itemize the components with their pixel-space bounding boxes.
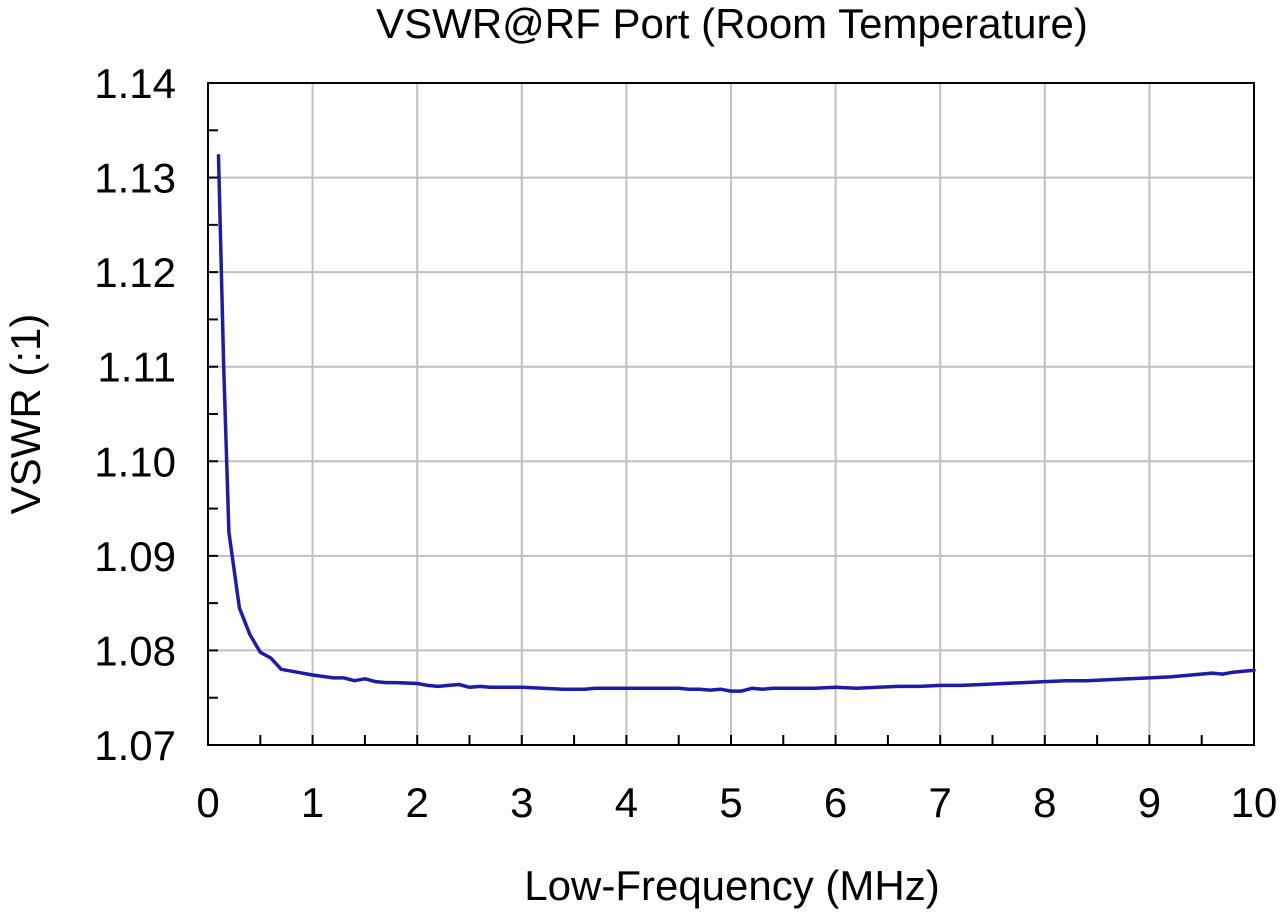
y-tick-label: 1.12	[94, 249, 176, 296]
y-tick-label: 1.13	[94, 155, 176, 202]
x-tick-label: 1	[301, 779, 324, 826]
x-tick-label: 9	[1138, 779, 1161, 826]
x-tick-label: 10	[1231, 779, 1278, 826]
x-tick-label: 0	[196, 779, 219, 826]
series-layer	[216, 154, 1256, 693]
tick-label-layer: 0 1 2 3 4 5 6 7 8 9 10 1.07 1.08 1.09 1.10 1.11 1.12 1.13…	[94, 60, 1277, 826]
x-axis-label: Low-Frequency (MHz)	[524, 862, 939, 909]
y-tick-label: 1.08	[94, 627, 176, 674]
y-axis-label: VSWR (:1)	[2, 314, 49, 515]
x-tick-label: 8	[1033, 779, 1056, 826]
y-tick-label: 1.09	[94, 533, 176, 580]
chart-title: VSWR@RF Port (Room Temperature)	[376, 0, 1088, 47]
plot-frame	[207, 82, 1255, 746]
x-tick-label: 4	[615, 779, 638, 826]
x-tick-label: 7	[929, 779, 952, 826]
x-tick-label: 5	[719, 779, 742, 826]
y-tick-label: 1.07	[94, 722, 176, 769]
y-tick-label: 1.10	[94, 438, 176, 485]
grid-layer	[208, 83, 1254, 745]
x-tick-label: 6	[824, 779, 847, 826]
vswr-series-line	[216, 154, 1256, 693]
x-tick-label: 3	[510, 779, 533, 826]
x-tick-label: 2	[406, 779, 429, 826]
y-tick-label: 1.14	[94, 60, 176, 107]
y-tick-label: 1.11	[97, 344, 176, 391]
